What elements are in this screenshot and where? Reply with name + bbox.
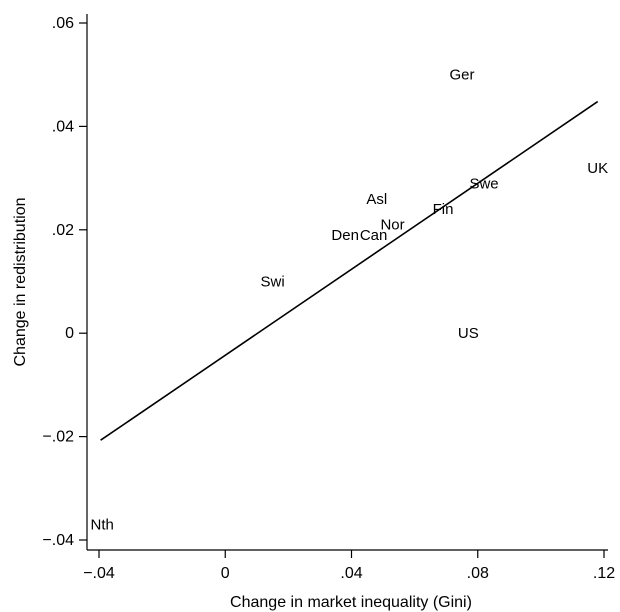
x-ticks: −.04 0 .04 .08 .12	[83, 550, 615, 582]
point-label-asl: Asl	[366, 191, 387, 208]
point-label-swi: Swi	[261, 274, 285, 291]
y-tick-label: .04	[52, 118, 74, 135]
fit-line	[100, 100, 599, 441]
axes	[86, 14, 608, 551]
y-tick-label: −.02	[42, 429, 74, 446]
point-label-swe: Swe	[469, 175, 498, 192]
y-tick-label: −.04	[42, 532, 74, 549]
x-tick-label: .12	[593, 565, 615, 582]
y-ticks: −.04 −.02 0 .02 .04 .06	[42, 15, 87, 549]
point-label-uk: UK	[587, 160, 608, 177]
y-tick-label: .06	[52, 15, 74, 32]
point-label-nth: Nth	[90, 516, 113, 533]
point-label-ger: Ger	[449, 67, 474, 84]
y-tick-label: 0	[65, 325, 74, 342]
y-tick-label: .02	[52, 222, 74, 239]
x-tick-label: −.04	[83, 565, 115, 582]
x-tick-label: .04	[340, 565, 362, 582]
x-tick-label: .08	[467, 565, 489, 582]
x-tick-label: 0	[221, 565, 230, 582]
point-label-us: US	[458, 325, 479, 342]
x-axis-title: Change in market inequality (Gini)	[230, 594, 472, 611]
point-label-can: Can	[360, 227, 388, 244]
point-label-den: Den	[331, 227, 359, 244]
point-label-nor: Nor	[380, 217, 404, 234]
fit-line-group	[100, 100, 599, 441]
y-axis-title: Change in redistribution	[12, 198, 29, 367]
point-label-fin: Fin	[433, 201, 454, 218]
